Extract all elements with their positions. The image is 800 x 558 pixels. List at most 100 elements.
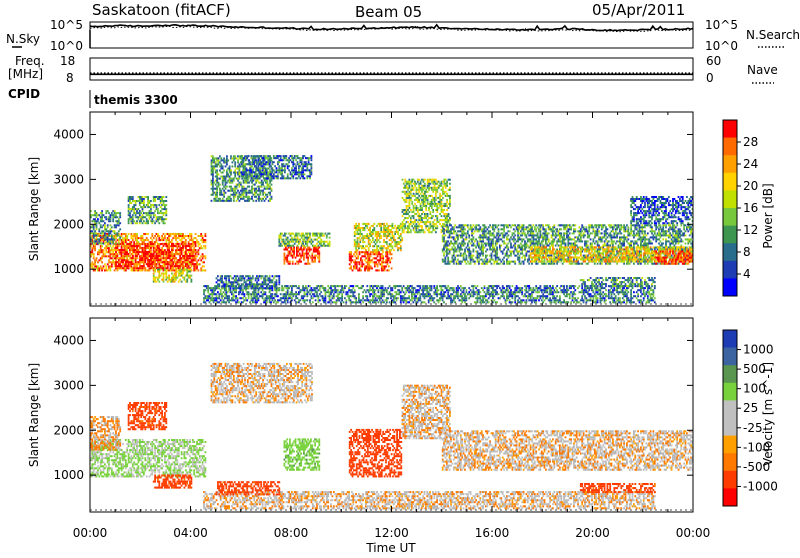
- heatmap-cell: [101, 261, 103, 263]
- heatmap-cell: [357, 239, 359, 241]
- heatmap-cell: [251, 198, 253, 200]
- heatmap-cell: [298, 169, 300, 171]
- heatmap-cell: [253, 155, 255, 157]
- sky-tick-bottom: 10^0: [50, 39, 83, 53]
- heatmap-cell: [156, 237, 158, 239]
- heatmap-cell: [168, 257, 170, 259]
- heatmap-cell: [436, 227, 438, 229]
- heatmap-cell: [370, 265, 372, 267]
- heatmap-cell: [151, 233, 153, 235]
- heatmap-cell: [143, 198, 145, 200]
- heatmap-cell: [188, 243, 190, 245]
- heatmap-cell: [366, 227, 368, 229]
- heatmap-cell: [248, 159, 250, 161]
- heatmap-cell: [432, 221, 434, 223]
- heatmap-cell: [244, 167, 246, 169]
- heatmap-cell: [354, 255, 356, 257]
- heatmap-cell: [149, 218, 151, 220]
- heatmap-cell: [305, 161, 307, 163]
- heatmap-cell: [266, 194, 268, 196]
- heatmap-cell: [406, 191, 408, 193]
- heatmap-cell: [265, 155, 267, 157]
- heatmap-cell: [303, 259, 305, 261]
- heatmap-cell: [540, 232, 542, 234]
- heatmap-cell: [98, 269, 100, 271]
- heatmap-cell: [496, 255, 498, 257]
- heatmap-cell: [520, 243, 522, 245]
- heatmap-cell: [179, 279, 181, 281]
- heatmap-cell: [359, 229, 361, 231]
- heatmap-cell: [239, 174, 241, 176]
- heatmap-cell: [233, 200, 235, 202]
- heatmap-cell: [284, 169, 286, 171]
- heatmap-cell: [164, 269, 166, 271]
- heatmap-cell: [246, 194, 248, 196]
- heatmap-cell: [302, 171, 304, 173]
- heatmap-cell: [467, 230, 469, 232]
- heatmap-cell: [409, 215, 411, 217]
- heatmap-cell: [247, 180, 249, 182]
- heatmap-cell: [151, 239, 153, 241]
- heatmap-cell: [216, 165, 218, 167]
- heatmap-cell: [234, 190, 236, 192]
- heatmap-cell: [368, 241, 370, 243]
- heatmap-cell: [220, 157, 222, 159]
- heatmap-cell: [485, 230, 487, 232]
- heatmap-cell: [118, 259, 120, 261]
- heatmap-cell: [514, 245, 516, 247]
- heatmap-cell: [309, 235, 311, 237]
- heatmap-cell: [492, 245, 494, 247]
- heatmap-cell: [147, 196, 149, 198]
- heatmap-cell: [477, 240, 479, 242]
- heatmap-cell: [266, 182, 268, 184]
- heatmap-cell: [104, 253, 106, 255]
- heatmap-cell: [421, 213, 423, 215]
- heatmap-cell: [311, 163, 313, 165]
- heatmap-cell: [466, 257, 468, 259]
- heatmap-cell: [386, 223, 388, 225]
- heatmap-cell: [232, 161, 234, 163]
- heatmap-cell: [144, 267, 146, 269]
- heatmap-cell: [165, 210, 167, 212]
- heatmap-cell: [403, 219, 405, 221]
- heatmap-cell: [182, 245, 184, 247]
- heatmap-cell: [191, 233, 193, 235]
- heatmap-cell: [546, 243, 548, 245]
- heatmap-cell: [485, 257, 487, 259]
- heatmap-cell: [212, 155, 214, 157]
- heatmap-cell: [502, 253, 504, 255]
- heatmap-cell: [112, 251, 114, 253]
- heatmap-cell: [193, 257, 195, 259]
- heatmap-cell: [111, 263, 113, 265]
- heatmap-cell: [271, 184, 273, 186]
- heatmap-cell: [129, 212, 131, 214]
- heatmap-cell: [131, 249, 133, 251]
- heatmap-cell: [195, 265, 197, 267]
- heatmap-cell: [271, 196, 273, 198]
- heatmap-cell: [205, 245, 207, 247]
- heatmap-cell: [110, 240, 112, 242]
- heatmap-cell: [163, 251, 165, 253]
- heatmap-cell: [264, 196, 266, 198]
- heatmap-cell: [292, 175, 294, 177]
- heatmap-cell: [439, 223, 441, 225]
- heatmap-cell: [234, 161, 236, 163]
- heatmap-cell: [542, 255, 544, 257]
- heatmap-cell: [519, 245, 521, 247]
- heatmap-cell: [427, 201, 429, 203]
- heatmap-cell: [403, 229, 405, 231]
- heatmap-cell: [226, 155, 228, 157]
- heatmap-cell: [290, 247, 292, 249]
- heatmap-cell: [174, 259, 176, 261]
- heatmap-cell: [151, 235, 153, 237]
- heatmap-cell: [175, 251, 177, 253]
- heatmap-cell: [105, 228, 107, 230]
- heatmap-cell: [514, 263, 516, 265]
- heatmap-cell: [284, 167, 286, 169]
- heatmap-cell: [394, 233, 396, 235]
- heatmap-cell: [389, 251, 391, 253]
- heatmap-cell: [185, 251, 187, 253]
- heatmap-cell: [470, 224, 472, 226]
- heatmap-cell: [520, 263, 522, 265]
- heatmap-cell: [402, 197, 404, 199]
